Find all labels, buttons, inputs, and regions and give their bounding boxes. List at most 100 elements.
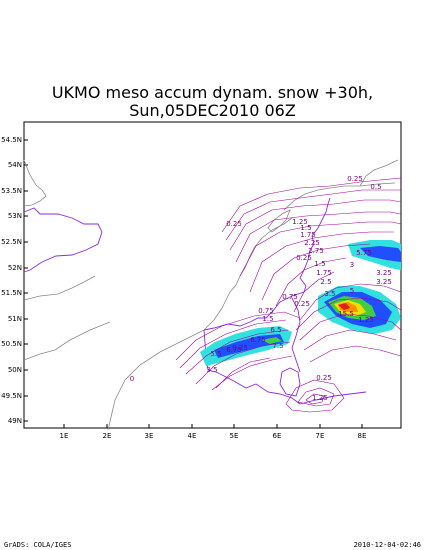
contour-line <box>221 177 402 233</box>
contour-label: 0.25 <box>296 254 312 262</box>
lat-axis: 54.5N 54N 53.5N 53N 52.5N 52N 51.5N 51N … <box>1 136 28 425</box>
lat-tick: 53N <box>8 212 28 220</box>
lon-label: 2E <box>103 432 112 440</box>
snow-shading-west <box>200 326 292 366</box>
lon-tick: 5E <box>230 424 239 440</box>
contour-label: 2.25 <box>304 239 320 247</box>
contour-small-south-core <box>305 393 325 405</box>
lat-tick: 52.5N <box>1 238 28 246</box>
lat-tick: 51N <box>8 315 28 323</box>
contour-label: 2.5 <box>320 278 331 286</box>
contour-label: 1.25 <box>312 394 328 402</box>
lux-border <box>279 367 301 397</box>
contour-line <box>293 271 335 313</box>
lat-label: 52.5N <box>1 238 22 246</box>
lon-label: 4E <box>188 432 197 440</box>
snow-shading-east <box>318 240 401 334</box>
map-title-line2: Sun,05DEC2010 06Z <box>129 101 296 120</box>
lon-label: 1E <box>60 432 69 440</box>
contour-label: 7.5 <box>272 342 283 350</box>
lat-tick: 54.5N <box>1 136 28 144</box>
lat-tick: 52N <box>8 264 28 272</box>
lon-label: 5E <box>230 432 239 440</box>
lon-tick: 3E <box>145 424 153 440</box>
borders <box>23 197 367 405</box>
contour-line <box>211 355 293 391</box>
lat-tick: 50.5N <box>1 340 28 348</box>
contour-label: 1.75 <box>316 269 332 277</box>
lat-label: 49N <box>8 417 22 425</box>
contour-labels: 0.25 0.5 0.25 1.25 1.5 1.75 2.25 2.75 0.… <box>130 175 392 402</box>
contour-label: 6.75 <box>226 346 242 354</box>
contour-label: 6.5 <box>270 326 281 334</box>
belgium-nl-border <box>203 277 307 331</box>
lat-label: 53N <box>8 212 22 220</box>
contours <box>175 177 402 413</box>
contour-label: 1.5 <box>262 315 273 323</box>
belgium-germany-border <box>291 297 301 373</box>
contour-line <box>239 221 402 277</box>
lon-tick: 6E <box>273 424 282 440</box>
contour-line <box>303 329 397 351</box>
ijsselmeer <box>267 209 291 233</box>
lon-axis: 1E 2E 3E 4E 5E 6E 7E 8E <box>60 424 367 440</box>
contour-line <box>275 257 347 307</box>
contour-label: 5 <box>350 287 354 295</box>
footer-timestamp: 2010-12-04-02:46 <box>353 541 421 549</box>
contour-label: 3.25 <box>376 278 392 286</box>
lat-label: 52N <box>8 264 22 272</box>
contour-label: 2.75 <box>308 247 324 255</box>
contour-label: 0.75 <box>258 307 274 315</box>
contour-label: 1.75 <box>300 231 316 239</box>
snow-band-red <box>338 303 350 310</box>
lat-tick: 53.5N <box>1 187 28 195</box>
france-coast <box>107 329 205 431</box>
lon-label: 8E <box>358 432 367 440</box>
contour-line <box>299 283 402 321</box>
contour-line <box>175 311 301 361</box>
lat-label: 51.5N <box>1 289 22 297</box>
contour-label: 0.25 <box>294 300 310 308</box>
contour-label: 3.5 <box>206 366 217 374</box>
plot-frame <box>23 121 402 429</box>
lat-tick: 51.5N <box>1 289 28 297</box>
uk-east-coast <box>23 275 96 301</box>
lat-label: 50N <box>8 366 22 374</box>
belgium-nl-coast <box>203 217 293 331</box>
contour-line <box>185 329 289 375</box>
contour-small-south-inner <box>297 387 335 407</box>
contour-small-south <box>285 379 345 413</box>
contour-label: 0.25 <box>232 344 248 352</box>
contour-label: 5.75 <box>356 249 372 257</box>
snow-band-green <box>262 337 282 344</box>
lon-tick: 8E <box>358 424 367 440</box>
lon-tick: 1E <box>60 424 69 440</box>
lat-tick: 49.5N <box>1 392 28 400</box>
lon-tick: 4E <box>188 424 197 440</box>
lat-label: 49.5N <box>1 392 22 400</box>
uk-coast <box>23 159 47 207</box>
contour-line <box>179 319 287 369</box>
contour-label: 0.25 <box>316 374 332 382</box>
contour-line <box>249 231 394 293</box>
contour-label: 3.5 <box>324 290 335 298</box>
lat-tick: 50N <box>8 366 28 374</box>
contour-line <box>195 341 291 385</box>
lon-tick: 7E <box>316 424 325 440</box>
map-title-line1: UKMO meso accum dynam. snow +30h, <box>51 83 374 102</box>
lon-label: 7E <box>316 432 325 440</box>
contour-label: 1.5 <box>314 260 325 268</box>
contour-label: 0.25 <box>347 175 363 183</box>
lon-label: 6E <box>273 432 282 440</box>
contour-label: 1.25 <box>292 218 308 226</box>
snow-band-blue-north <box>360 246 401 262</box>
contour-label: 5.5 <box>210 350 221 358</box>
contour-line <box>299 313 402 341</box>
lat-label: 54.5N <box>1 136 22 144</box>
contour-label: 0 <box>130 375 134 383</box>
nl-germany-border <box>299 197 331 279</box>
contour-line <box>309 345 402 363</box>
contour-label: 0.75 <box>282 293 298 301</box>
contour-label: 3.25 <box>376 269 392 277</box>
